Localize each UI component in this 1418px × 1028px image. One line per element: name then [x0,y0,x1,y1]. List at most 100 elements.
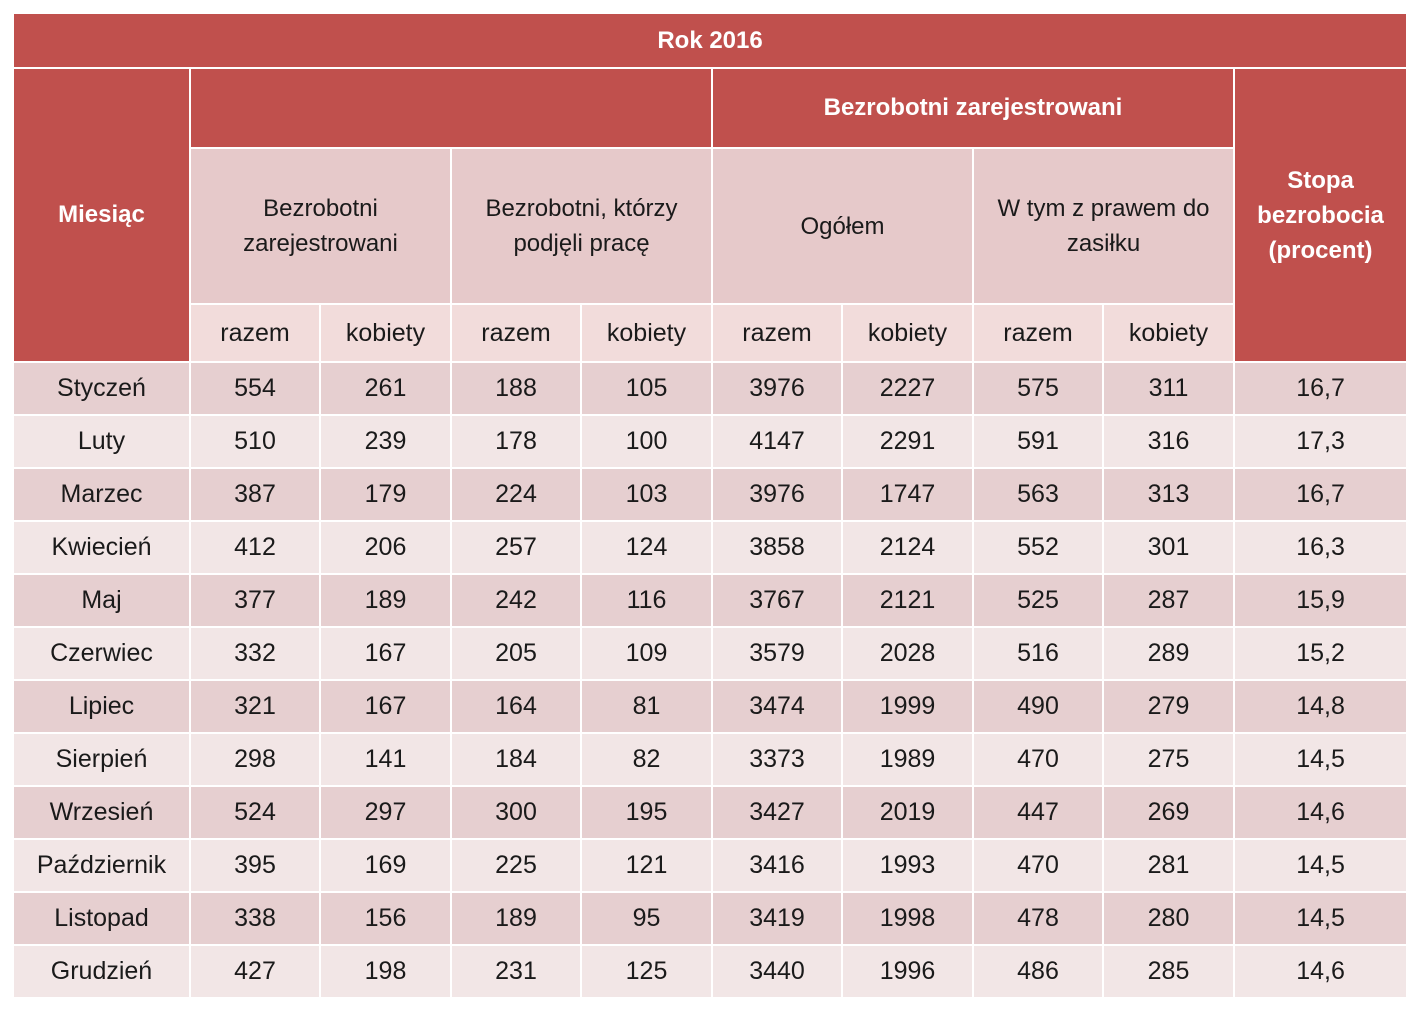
value-cell: 3579 [711,626,843,681]
value-cell: 332 [189,626,321,681]
value-cell: 167 [319,626,452,681]
value-cell: 524 [189,785,321,840]
month-cell: Listopad [12,891,191,946]
table-row: Grudzień 427 198 231 125 3440 1996 486 2… [12,944,1409,999]
rate-cell: 16,7 [1232,361,1409,416]
value-cell: 313 [1102,467,1235,522]
month-cell: Lipiec [12,679,191,734]
value-cell: 2291 [841,414,974,469]
value-cell: 2227 [841,361,974,416]
value-cell: 575 [972,361,1104,416]
value-cell: 239 [319,414,452,469]
table-title: Rok 2016 [11,12,1409,69]
month-header: Miesiąc [12,67,191,363]
table-row: Wrzesień 524 297 300 195 3427 2019 447 2… [12,785,1409,840]
month-cell: Kwiecień [12,520,191,575]
value-cell: 105 [580,361,713,416]
value-cell: 82 [580,732,713,787]
value-cell: 261 [319,361,452,416]
rate-cell: 16,7 [1232,467,1409,522]
rate-cell: 14,5 [1232,732,1409,787]
value-cell: 3373 [711,732,843,787]
value-cell: 554 [189,361,321,416]
month-cell: Grudzień [12,944,191,999]
registered-group-header: Bezrobotni zarejestrowani [711,67,1235,149]
value-cell: 124 [580,520,713,575]
value-cell: 121 [580,838,713,893]
rate-cell: 14,6 [1232,785,1409,840]
value-cell: 301 [1102,520,1235,575]
value-cell: 2121 [841,573,974,628]
value-cell: 591 [972,414,1104,469]
rate-cell: 14,8 [1232,679,1409,734]
col-header-registered-text: Bezrobotni zarejestrowani [243,195,398,257]
table-row: Październik 395 169 225 121 3416 1993 47… [12,838,1409,893]
value-cell: 179 [319,467,452,522]
value-cell: 178 [450,414,582,469]
value-cell: 224 [450,467,582,522]
value-cell: 470 [972,838,1104,893]
value-cell: 289 [1102,626,1235,681]
value-cell: 281 [1102,838,1235,893]
value-cell: 2028 [841,626,974,681]
value-cell: 81 [580,679,713,734]
value-cell: 387 [189,467,321,522]
value-cell: 1747 [841,467,974,522]
blank-group-header [189,67,713,149]
month-cell: Wrzesień [12,785,191,840]
rate-cell: 15,9 [1232,573,1409,628]
value-cell: 100 [580,414,713,469]
value-cell: 552 [972,520,1104,575]
subheader-kobiety: kobiety [1102,303,1235,363]
value-cell: 3419 [711,891,843,946]
rate-cell: 17,3 [1232,414,1409,469]
value-cell: 95 [580,891,713,946]
col-header-total: Ogółem [711,147,974,305]
col-header-registered: Bezrobotni zarejestrowani [189,147,452,305]
value-cell: 109 [580,626,713,681]
table-row: Lipiec 321 167 164 81 3474 1999 490 279 … [12,679,1409,734]
value-cell: 3416 [711,838,843,893]
value-cell: 3767 [711,573,843,628]
value-cell: 3474 [711,679,843,734]
rate-cell: 14,6 [1232,944,1409,999]
table-row: Sierpień 298 141 184 82 3373 1989 470 27… [12,732,1409,787]
value-cell: 3858 [711,520,843,575]
subheader-kobiety: kobiety [319,303,452,363]
value-cell: 164 [450,679,582,734]
table-row: Styczeń 554 261 188 105 3976 2227 575 31… [12,361,1409,416]
value-cell: 231 [450,944,582,999]
value-cell: 311 [1102,361,1235,416]
value-cell: 225 [450,838,582,893]
value-cell: 167 [319,679,452,734]
rate-cell: 14,5 [1232,838,1409,893]
value-cell: 300 [450,785,582,840]
subheader-razem: razem [450,303,582,363]
value-cell: 184 [450,732,582,787]
month-cell: Maj [12,573,191,628]
value-cell: 490 [972,679,1104,734]
value-cell: 242 [450,573,582,628]
value-cell: 103 [580,467,713,522]
value-cell: 486 [972,944,1104,999]
value-cell: 427 [189,944,321,999]
value-cell: 395 [189,838,321,893]
value-cell: 125 [580,944,713,999]
value-cell: 1996 [841,944,974,999]
value-cell: 478 [972,891,1104,946]
col-header-employed-text: Bezrobotni, którzy podjęli pracę [485,195,678,257]
table-row: Kwiecień 412 206 257 124 3858 2124 552 3… [12,520,1409,575]
value-cell: 1999 [841,679,974,734]
value-cell: 257 [450,520,582,575]
value-cell: 1998 [841,891,974,946]
value-cell: 3440 [711,944,843,999]
value-cell: 1989 [841,732,974,787]
value-cell: 195 [580,785,713,840]
value-cell: 279 [1102,679,1235,734]
value-cell: 189 [319,573,452,628]
value-cell: 3427 [711,785,843,840]
unemployment-table: Rok 2016 Miesiąc Bezrobotni zarejestrowa… [11,12,1409,999]
value-cell: 377 [189,573,321,628]
month-cell: Marzec [12,467,191,522]
value-cell: 298 [189,732,321,787]
